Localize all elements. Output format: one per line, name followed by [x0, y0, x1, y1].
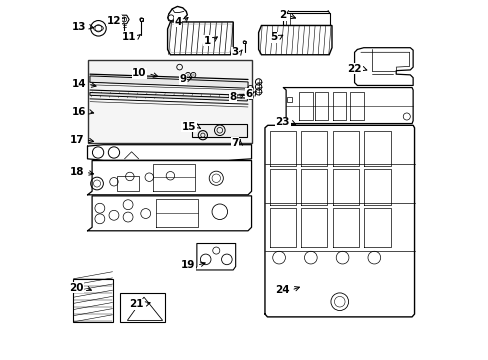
Text: 22: 22: [347, 64, 361, 74]
Text: 14: 14: [72, 80, 87, 89]
Text: 17: 17: [70, 135, 84, 145]
Polygon shape: [87, 60, 251, 143]
Text: 4: 4: [174, 17, 182, 27]
Text: 1: 1: [203, 36, 210, 46]
Text: 6: 6: [245, 89, 252, 99]
Text: 20: 20: [69, 283, 84, 293]
Text: 3: 3: [231, 47, 238, 57]
Text: 23: 23: [275, 117, 289, 127]
Text: 8: 8: [229, 93, 236, 103]
Text: 5: 5: [269, 32, 277, 42]
Polygon shape: [90, 93, 247, 101]
Text: 13: 13: [72, 22, 87, 32]
Circle shape: [186, 74, 189, 76]
Polygon shape: [90, 76, 247, 88]
Polygon shape: [191, 123, 247, 137]
Circle shape: [192, 74, 194, 76]
Text: 12: 12: [106, 15, 121, 26]
Text: 24: 24: [275, 285, 289, 295]
Text: 7: 7: [231, 138, 238, 148]
Text: 2: 2: [279, 10, 286, 20]
Text: 16: 16: [72, 107, 87, 117]
Text: 21: 21: [129, 299, 143, 309]
Text: 19: 19: [181, 260, 195, 270]
Text: 10: 10: [132, 68, 146, 78]
Text: 11: 11: [122, 32, 136, 42]
Text: 18: 18: [70, 167, 84, 177]
Text: 15: 15: [182, 122, 196, 132]
Text: 9: 9: [179, 74, 186, 84]
